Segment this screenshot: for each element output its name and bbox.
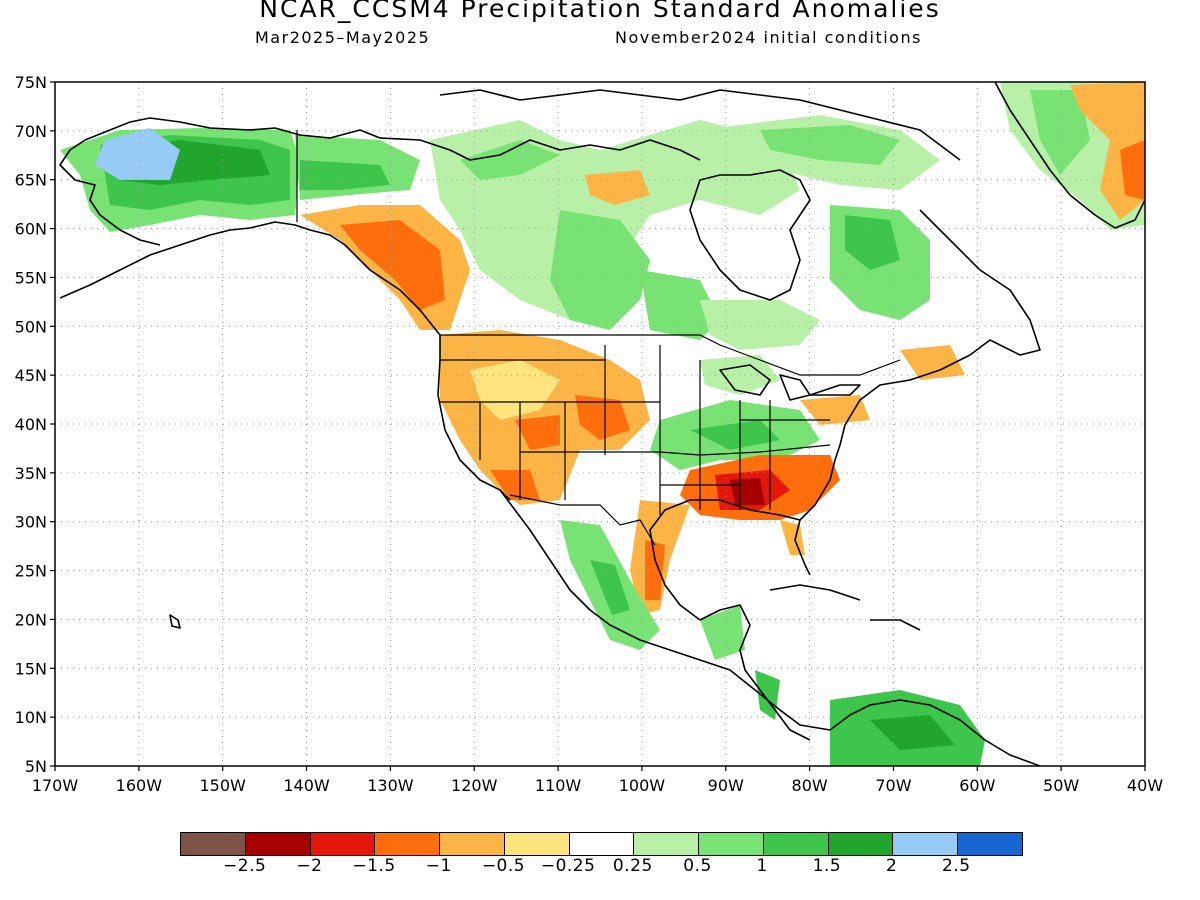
colorbar-swatch bbox=[504, 833, 570, 855]
longitude-label: 150W bbox=[200, 776, 247, 795]
longitude-label: 170W bbox=[32, 776, 79, 795]
colorbar-swatch bbox=[958, 833, 1022, 855]
colorbar-label: −2.5 bbox=[223, 856, 267, 876]
colorbar-label: 0.25 bbox=[612, 856, 653, 876]
longitude-label: 100W bbox=[619, 776, 666, 795]
longitude-label: 160W bbox=[116, 776, 163, 795]
longitude-label: 70W bbox=[875, 776, 911, 795]
latitude-label: 60N bbox=[15, 220, 47, 239]
colorbar-label: −2 bbox=[296, 856, 323, 876]
colorbar-swatch bbox=[440, 833, 505, 855]
latitude-label: 35N bbox=[15, 464, 47, 483]
latitude-label: 75N bbox=[15, 73, 47, 92]
latitude-label: 10N bbox=[15, 708, 47, 727]
colorbar-label: −1.5 bbox=[352, 856, 396, 876]
colorbar-swatch bbox=[634, 833, 700, 855]
longitude-label: 120W bbox=[451, 776, 498, 795]
latitude-label: 50N bbox=[15, 317, 47, 336]
colorbar-swatch bbox=[893, 833, 959, 855]
colorbar-label: −1 bbox=[425, 856, 452, 876]
colorbar-swatch bbox=[763, 833, 829, 855]
colorbar-label: −0.5 bbox=[481, 856, 526, 876]
colorbar-swatch bbox=[375, 833, 441, 855]
colorbar-label: 0.5 bbox=[683, 856, 712, 876]
longitude-label: 80W bbox=[792, 776, 828, 795]
longitude-labels: 170W 160W 150W 140W 130W 120W 110W 100W 90W 80W 70… bbox=[32, 776, 1163, 795]
latitude-label: 65N bbox=[15, 171, 47, 190]
initial-conditions: November2024 initial conditions bbox=[615, 28, 922, 47]
latitude-label: 30N bbox=[15, 513, 47, 532]
colorbar-swatch bbox=[245, 833, 311, 855]
colorbar-label: 2 bbox=[885, 856, 898, 876]
colorbar-swatch bbox=[310, 833, 376, 855]
colorbar-swatch bbox=[699, 833, 764, 855]
longitude-label: 40W bbox=[1127, 776, 1163, 795]
graticule bbox=[55, 82, 1145, 766]
longitude-label: 140W bbox=[283, 776, 330, 795]
anomaly-fill-layer bbox=[60, 82, 1145, 766]
longitude-label: 110W bbox=[535, 776, 582, 795]
latitude-label: 20N bbox=[15, 610, 47, 629]
coastline-layer bbox=[59, 81, 1146, 767]
latitude-label: 55N bbox=[15, 268, 47, 287]
map-title: NCAR_CCSM4 Precipitation Standard Anomal… bbox=[259, 0, 941, 23]
colorbar-swatch bbox=[828, 833, 894, 855]
forecast-period: Mar2025–May2025 bbox=[255, 28, 431, 47]
colorbar-swatch bbox=[569, 833, 635, 855]
colorbar-label: 1.5 bbox=[812, 856, 842, 876]
latitude-label: 25N bbox=[15, 562, 47, 581]
colorbar bbox=[180, 832, 1023, 856]
longitude-label: 50W bbox=[1043, 776, 1079, 795]
latitude-label: 70N bbox=[15, 122, 47, 141]
latitude-labels: 75N 70N 65N 60N 55N 50N 45N 40N 35N 30N 25N 20N 15N 1… bbox=[15, 73, 47, 776]
axis-ticks bbox=[50, 81, 1146, 771]
colorbar-label: 2.5 bbox=[942, 856, 971, 876]
latitude-label: 40N bbox=[15, 415, 47, 434]
latitude-label: 45N bbox=[15, 366, 47, 385]
colorbar-label: −0.25 bbox=[540, 856, 596, 876]
colorbar-label: 1 bbox=[756, 856, 768, 876]
latitude-label: 15N bbox=[15, 659, 47, 678]
political-borders bbox=[296, 130, 901, 546]
longitude-label: 60W bbox=[959, 776, 995, 795]
latitude-label: 5N bbox=[25, 757, 47, 776]
colorbar-labels: −2.5 −2 −1.5 −1 −0.5 −0.25 0.25 0.5 1 1.5 2 2.5 bbox=[0, 856, 1200, 880]
longitude-label: 130W bbox=[367, 776, 414, 795]
longitude-label: 90W bbox=[708, 776, 744, 795]
colorbar-swatch bbox=[181, 833, 246, 855]
